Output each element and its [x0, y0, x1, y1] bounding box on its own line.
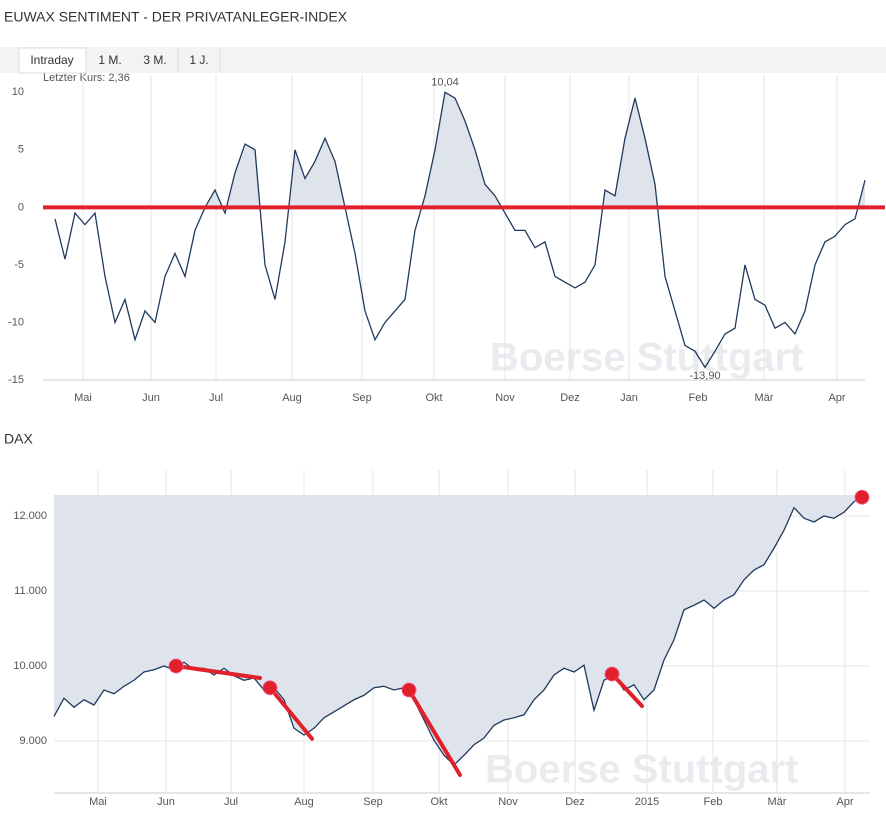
y-tick-label: -15: [8, 374, 24, 386]
x-tick-label: Feb: [704, 796, 723, 808]
marker-dot: [604, 666, 620, 682]
tab-label[interactable]: 1 M.: [98, 53, 121, 67]
tab-label[interactable]: 1 J.: [189, 53, 208, 67]
tab-label[interactable]: 3 M.: [143, 53, 166, 67]
chart-title: DAX: [4, 431, 33, 447]
y-tick-label: 9.000: [19, 735, 47, 747]
active-tab[interactable]: [18, 47, 87, 74]
y-tick-label: 5: [18, 144, 24, 156]
y-tick-label: 12.000: [13, 510, 47, 522]
trend-line: [174, 664, 262, 681]
y-tick-label: 11.000: [14, 585, 47, 597]
x-tick-label: Jul: [209, 392, 223, 404]
y-tick-label: 10: [12, 86, 24, 98]
trend-line: [407, 688, 462, 777]
watermark: Boerse Stuttgart: [490, 336, 803, 380]
tab-label[interactable]: Intraday: [30, 53, 73, 67]
x-tick-label: Nov: [498, 796, 518, 808]
area-fill: [55, 92, 865, 208]
area-fill: [54, 494, 864, 766]
series-line: [54, 91, 866, 369]
x-tick-label: Mär: [755, 392, 774, 404]
x-tick-label: Sep: [352, 392, 372, 404]
annotation: 10,04: [431, 77, 459, 89]
x-tick-label: Dez: [565, 796, 585, 808]
chart-title: EUWAX SENTIMENT - DER PRIVATANLEGER-INDE…: [4, 9, 348, 25]
y-tick-label: 10.000: [13, 660, 47, 672]
trend-line: [268, 685, 314, 741]
x-tick-label: Dez: [560, 392, 580, 404]
watermark: Boerse Stuttgart: [485, 748, 798, 792]
x-tick-label: Mai: [89, 796, 107, 808]
x-tick-label: Aug: [282, 392, 302, 404]
x-tick-label: Sep: [363, 796, 383, 808]
x-tick-label: Jan: [620, 392, 638, 404]
x-tick-label: Feb: [689, 392, 708, 404]
marker-dot: [262, 680, 278, 696]
marker-dot: [401, 682, 417, 698]
x-tick-label: Aug: [294, 796, 314, 808]
annotation: -13,90: [689, 370, 720, 382]
x-tick-label: Jul: [224, 796, 238, 808]
tab-bar: [0, 47, 886, 73]
marker-dot: [854, 489, 870, 505]
x-tick-label: Jun: [142, 392, 160, 404]
x-tick-label: Apr: [828, 392, 845, 404]
x-tick-label: Nov: [495, 392, 515, 404]
x-tick-label: Apr: [836, 796, 853, 808]
x-tick-label: 2015: [635, 796, 659, 808]
x-tick-label: Okt: [430, 796, 447, 808]
x-tick-label: Okt: [425, 392, 442, 404]
last-price: Letzter Kurs: 2,36: [43, 72, 130, 84]
y-tick-label: -10: [8, 316, 24, 328]
y-tick-label: 0: [18, 201, 24, 213]
x-tick-label: Jun: [157, 796, 175, 808]
trend-line: [610, 672, 644, 708]
marker-dot: [168, 658, 184, 674]
x-tick-label: Mär: [768, 796, 787, 808]
y-tick-label: -5: [14, 259, 24, 271]
x-tick-label: Mai: [74, 392, 92, 404]
